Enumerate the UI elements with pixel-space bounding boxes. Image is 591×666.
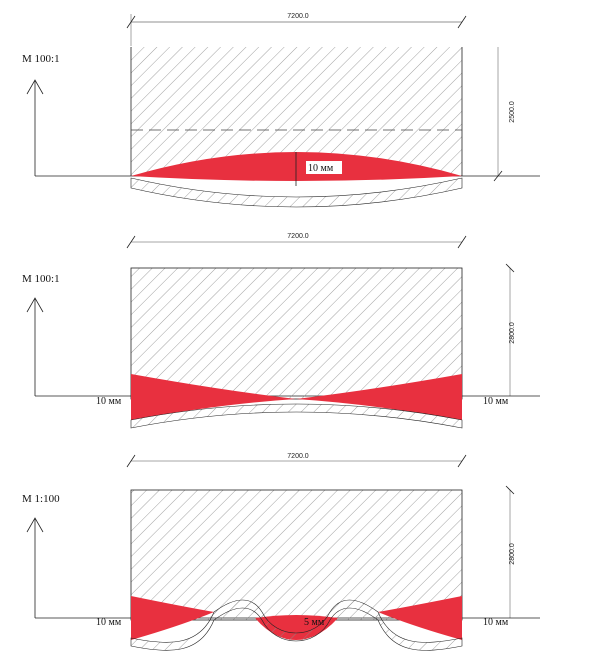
- scale-label: M 100:1: [22, 53, 60, 65]
- deflection-fill-right: [378, 596, 462, 640]
- height-dim-text: 2800.0: [509, 543, 516, 565]
- slab-hatched: [130, 599, 463, 651]
- panel-1: 7200.0 2500.0 M 100:1 10 мм: [22, 13, 540, 208]
- center-label: 10 мм: [308, 163, 334, 174]
- deflection-fill: [131, 152, 462, 181]
- width-dim-text: 7200.0: [287, 233, 309, 240]
- right-label: 10 мм: [483, 396, 509, 407]
- slab-hatched: [130, 403, 463, 429]
- up-arrow-head: [26, 297, 44, 313]
- panel-3: 7200.0 2800.0 M 1:100 10 мм 5 мм 10 мм: [22, 453, 540, 651]
- slab-hatched: [130, 177, 463, 208]
- scale-label: M 1:100: [22, 493, 60, 505]
- right-label: 10 мм: [483, 617, 509, 628]
- deflection-fill-right: [296, 374, 462, 420]
- width-dim-tick-left: [126, 235, 136, 249]
- scale-label: M 100:1: [22, 273, 60, 285]
- width-dim-tick-left: [126, 454, 136, 468]
- panel-2: 7200.0 2800.0 M 100:1 10 мм 10 мм: [22, 233, 540, 429]
- width-dim-text: 7200.0: [287, 453, 309, 460]
- height-dim-text: 2800.0: [509, 322, 516, 344]
- wall-hatched: [131, 268, 462, 399]
- width-dim-tick-right: [457, 15, 467, 29]
- up-arrow-head: [26, 517, 44, 533]
- width-dim-text: 7200.0: [287, 13, 309, 20]
- deflection-fill-left: [131, 596, 214, 640]
- left-label: 10 мм: [96, 617, 122, 628]
- height-dim-tick-top: [505, 485, 515, 495]
- left-label: 10 мм: [96, 396, 122, 407]
- height-dim-text: 2500.0: [509, 101, 516, 123]
- center-label: 5 мм: [304, 617, 325, 628]
- width-dim-tick-right: [457, 235, 467, 249]
- wall-hatched: [131, 490, 462, 620]
- width-dim-tick-right: [457, 454, 467, 468]
- up-arrow-head: [26, 79, 44, 95]
- center-label-bg: [306, 161, 342, 174]
- height-dim-tick-top: [505, 263, 515, 273]
- deflection-fill-left: [131, 374, 296, 420]
